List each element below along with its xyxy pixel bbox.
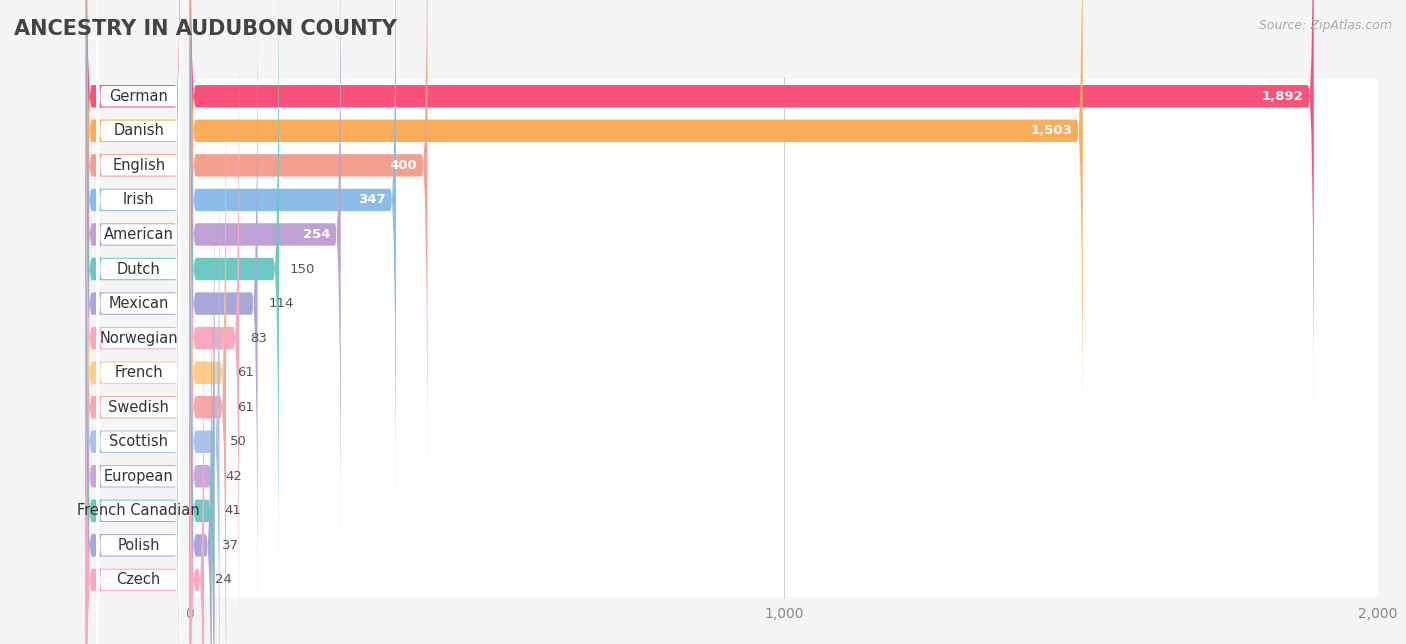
Text: Source: ZipAtlas.com: Source: ZipAtlas.com bbox=[1258, 19, 1392, 32]
FancyBboxPatch shape bbox=[190, 246, 204, 644]
Text: Czech: Czech bbox=[117, 573, 160, 587]
FancyBboxPatch shape bbox=[97, 279, 181, 644]
Text: English: English bbox=[112, 158, 166, 173]
FancyBboxPatch shape bbox=[190, 528, 1378, 563]
Text: Danish: Danish bbox=[114, 123, 165, 138]
FancyBboxPatch shape bbox=[190, 0, 278, 603]
FancyBboxPatch shape bbox=[190, 424, 1378, 459]
FancyBboxPatch shape bbox=[97, 37, 181, 639]
FancyBboxPatch shape bbox=[97, 245, 181, 644]
FancyBboxPatch shape bbox=[86, 4, 181, 644]
FancyBboxPatch shape bbox=[97, 141, 181, 644]
FancyBboxPatch shape bbox=[86, 211, 181, 644]
Text: French: French bbox=[114, 365, 163, 380]
FancyBboxPatch shape bbox=[86, 73, 181, 644]
Text: 50: 50 bbox=[231, 435, 247, 448]
FancyBboxPatch shape bbox=[190, 217, 1378, 252]
FancyBboxPatch shape bbox=[190, 493, 1378, 528]
Text: 347: 347 bbox=[357, 193, 385, 207]
FancyBboxPatch shape bbox=[97, 0, 181, 431]
Text: 1,503: 1,503 bbox=[1031, 124, 1071, 137]
FancyBboxPatch shape bbox=[190, 148, 1378, 183]
FancyBboxPatch shape bbox=[190, 113, 1378, 148]
Text: 42: 42 bbox=[225, 469, 242, 483]
Text: American: American bbox=[104, 227, 174, 242]
FancyBboxPatch shape bbox=[190, 355, 1378, 390]
FancyBboxPatch shape bbox=[86, 246, 181, 644]
FancyBboxPatch shape bbox=[86, 0, 181, 500]
FancyBboxPatch shape bbox=[190, 563, 1378, 597]
FancyBboxPatch shape bbox=[97, 0, 181, 570]
FancyBboxPatch shape bbox=[190, 39, 226, 644]
FancyBboxPatch shape bbox=[190, 0, 257, 638]
FancyBboxPatch shape bbox=[190, 183, 1378, 217]
Text: 24: 24 bbox=[215, 573, 232, 587]
FancyBboxPatch shape bbox=[190, 176, 214, 644]
Text: 1,892: 1,892 bbox=[1261, 90, 1303, 103]
Text: Polish: Polish bbox=[118, 538, 160, 553]
FancyBboxPatch shape bbox=[86, 39, 181, 644]
FancyBboxPatch shape bbox=[190, 108, 219, 644]
FancyBboxPatch shape bbox=[190, 321, 1378, 355]
FancyBboxPatch shape bbox=[190, 79, 1378, 113]
FancyBboxPatch shape bbox=[190, 390, 1378, 424]
Text: Swedish: Swedish bbox=[108, 400, 169, 415]
Text: Scottish: Scottish bbox=[110, 434, 169, 450]
FancyBboxPatch shape bbox=[86, 176, 181, 644]
FancyBboxPatch shape bbox=[190, 0, 1083, 465]
FancyBboxPatch shape bbox=[97, 0, 181, 500]
Text: German: German bbox=[110, 89, 169, 104]
FancyBboxPatch shape bbox=[190, 73, 226, 644]
FancyBboxPatch shape bbox=[97, 176, 181, 644]
FancyBboxPatch shape bbox=[97, 210, 181, 644]
FancyBboxPatch shape bbox=[190, 0, 396, 534]
FancyBboxPatch shape bbox=[97, 0, 181, 397]
FancyBboxPatch shape bbox=[86, 108, 181, 644]
FancyBboxPatch shape bbox=[190, 252, 1378, 287]
Text: 41: 41 bbox=[225, 504, 242, 517]
Text: 400: 400 bbox=[389, 159, 416, 172]
Text: 114: 114 bbox=[269, 297, 294, 310]
FancyBboxPatch shape bbox=[86, 0, 181, 603]
Text: Mexican: Mexican bbox=[108, 296, 169, 311]
Text: European: European bbox=[104, 469, 173, 484]
FancyBboxPatch shape bbox=[190, 287, 1378, 321]
FancyBboxPatch shape bbox=[86, 0, 181, 569]
FancyBboxPatch shape bbox=[86, 0, 181, 465]
Text: Norwegian: Norwegian bbox=[100, 330, 179, 346]
FancyBboxPatch shape bbox=[86, 0, 181, 430]
Text: 150: 150 bbox=[290, 263, 315, 276]
Text: ANCESTRY IN AUDUBON COUNTY: ANCESTRY IN AUDUBON COUNTY bbox=[14, 19, 396, 39]
FancyBboxPatch shape bbox=[190, 0, 427, 500]
Text: French Canadian: French Canadian bbox=[77, 504, 200, 518]
FancyBboxPatch shape bbox=[86, 0, 181, 534]
FancyBboxPatch shape bbox=[190, 211, 212, 644]
FancyBboxPatch shape bbox=[97, 72, 181, 644]
Text: 61: 61 bbox=[236, 401, 253, 413]
FancyBboxPatch shape bbox=[86, 142, 181, 644]
Text: Dutch: Dutch bbox=[117, 261, 160, 276]
FancyBboxPatch shape bbox=[190, 142, 215, 644]
FancyBboxPatch shape bbox=[190, 0, 340, 569]
Text: 61: 61 bbox=[236, 366, 253, 379]
FancyBboxPatch shape bbox=[97, 0, 181, 535]
FancyBboxPatch shape bbox=[97, 3, 181, 604]
Text: 254: 254 bbox=[302, 228, 330, 241]
FancyBboxPatch shape bbox=[86, 0, 181, 638]
Text: 37: 37 bbox=[222, 539, 239, 552]
FancyBboxPatch shape bbox=[190, 459, 1378, 493]
FancyBboxPatch shape bbox=[97, 0, 181, 466]
FancyBboxPatch shape bbox=[190, 4, 239, 644]
Text: 83: 83 bbox=[250, 332, 267, 345]
FancyBboxPatch shape bbox=[97, 106, 181, 644]
Text: Irish: Irish bbox=[122, 193, 155, 207]
FancyBboxPatch shape bbox=[190, 0, 1313, 430]
